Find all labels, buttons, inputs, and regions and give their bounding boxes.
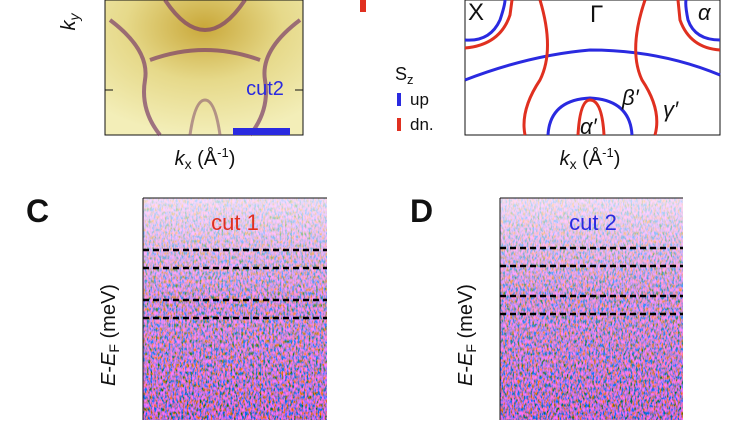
- y-axis-label: E-EF (meV): [98, 284, 122, 386]
- band-label: β′: [621, 85, 640, 110]
- point-label: Γ: [590, 1, 603, 28]
- fermi-map: [104, 0, 304, 136]
- fermi-contour: [464, 48, 721, 82]
- legend-item: dn.: [410, 115, 434, 134]
- panel-a: ky cut2 kx (Å-1): [58, 0, 366, 172]
- y-axis-label: ky: [58, 13, 82, 31]
- dashed-lines: [500, 246, 683, 316]
- legend-swatch: [397, 93, 401, 106]
- point-label: X: [468, 0, 484, 26]
- cut-label: cut 2: [569, 210, 617, 235]
- dashed-lines: [143, 248, 327, 320]
- panel-b: X Γ α β′ γ′ α′ kx (Å-1): [464, 0, 721, 172]
- fermi-contour: [522, 0, 659, 136]
- fermi-contour: [546, 96, 634, 136]
- band-label: α: [698, 0, 712, 25]
- panel-c: C cut 1 E-EF (meV): [26, 193, 327, 420]
- band-feature: [188, 98, 222, 136]
- legend-item: up: [410, 90, 429, 109]
- spin-legend: Sz up dn.: [395, 64, 434, 134]
- cut-marker: [360, 0, 366, 12]
- panel-d: D cut 2 E-EF (meV): [410, 193, 683, 420]
- legend-swatch: [397, 118, 401, 131]
- fermi-contour: [464, 0, 721, 136]
- y-axis-label: E-EF (meV): [455, 284, 479, 386]
- x-axis-label: kx (Å-1): [175, 145, 236, 172]
- fermi-contour: [464, 0, 721, 42]
- legend-title: Sz: [395, 64, 414, 87]
- image-overlay: [143, 198, 327, 420]
- cut-label: cut2: [246, 78, 284, 100]
- band-feature: [108, 0, 302, 137]
- cut-marker: [233, 128, 290, 135]
- panel-letter: C: [26, 193, 49, 229]
- band-label: γ′: [663, 97, 679, 122]
- cut-label: cut 1: [211, 210, 259, 235]
- image-overlay: [500, 198, 683, 420]
- panel-letter: D: [410, 193, 433, 229]
- band-label: α′: [580, 114, 598, 139]
- x-axis-label: kx (Å-1): [560, 145, 621, 172]
